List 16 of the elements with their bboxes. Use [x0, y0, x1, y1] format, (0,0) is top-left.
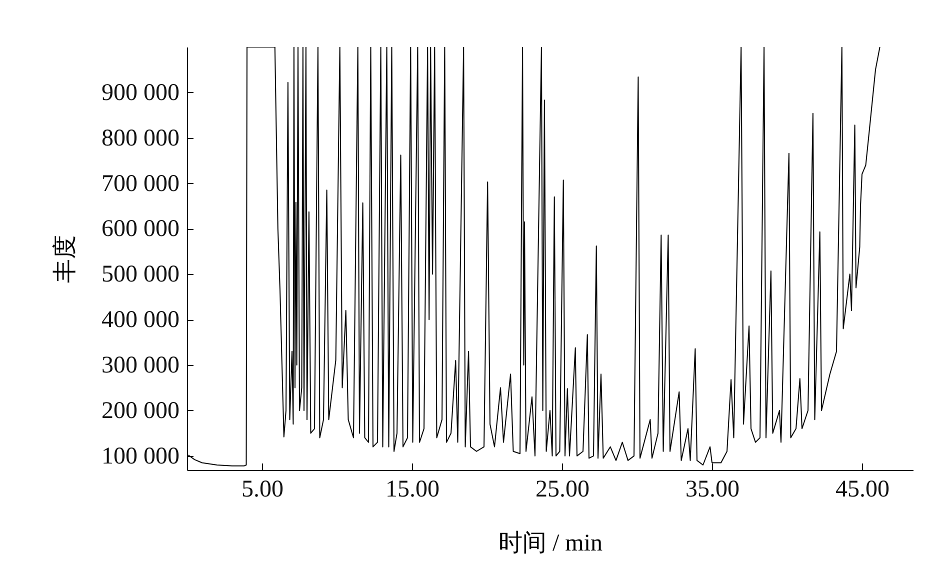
x-tick-label: 5.00 [242, 476, 284, 502]
x-tick-label: 15.00 [386, 476, 440, 502]
y-tick-label: 300 000 [102, 352, 180, 379]
y-axis-title: 丰度 [52, 235, 78, 283]
y-tick-label: 800 000 [102, 125, 180, 152]
y-tick-label: 900 000 [102, 80, 180, 106]
y-tick-label: 700 000 [102, 170, 180, 197]
x-tick-label: 35.00 [686, 476, 740, 502]
x-tick-label: 45.00 [836, 476, 890, 502]
y-tick-label: 100 000 [102, 443, 180, 470]
y-tick-label: 500 000 [102, 262, 180, 288]
x-tick-label: 25.00 [536, 476, 590, 502]
x-axis-title: 时间 / min [498, 530, 603, 556]
y-tick-label: 600 000 [102, 216, 180, 242]
y-tick-label: 200 000 [102, 398, 180, 424]
y-tick-label: 400 000 [102, 307, 180, 334]
